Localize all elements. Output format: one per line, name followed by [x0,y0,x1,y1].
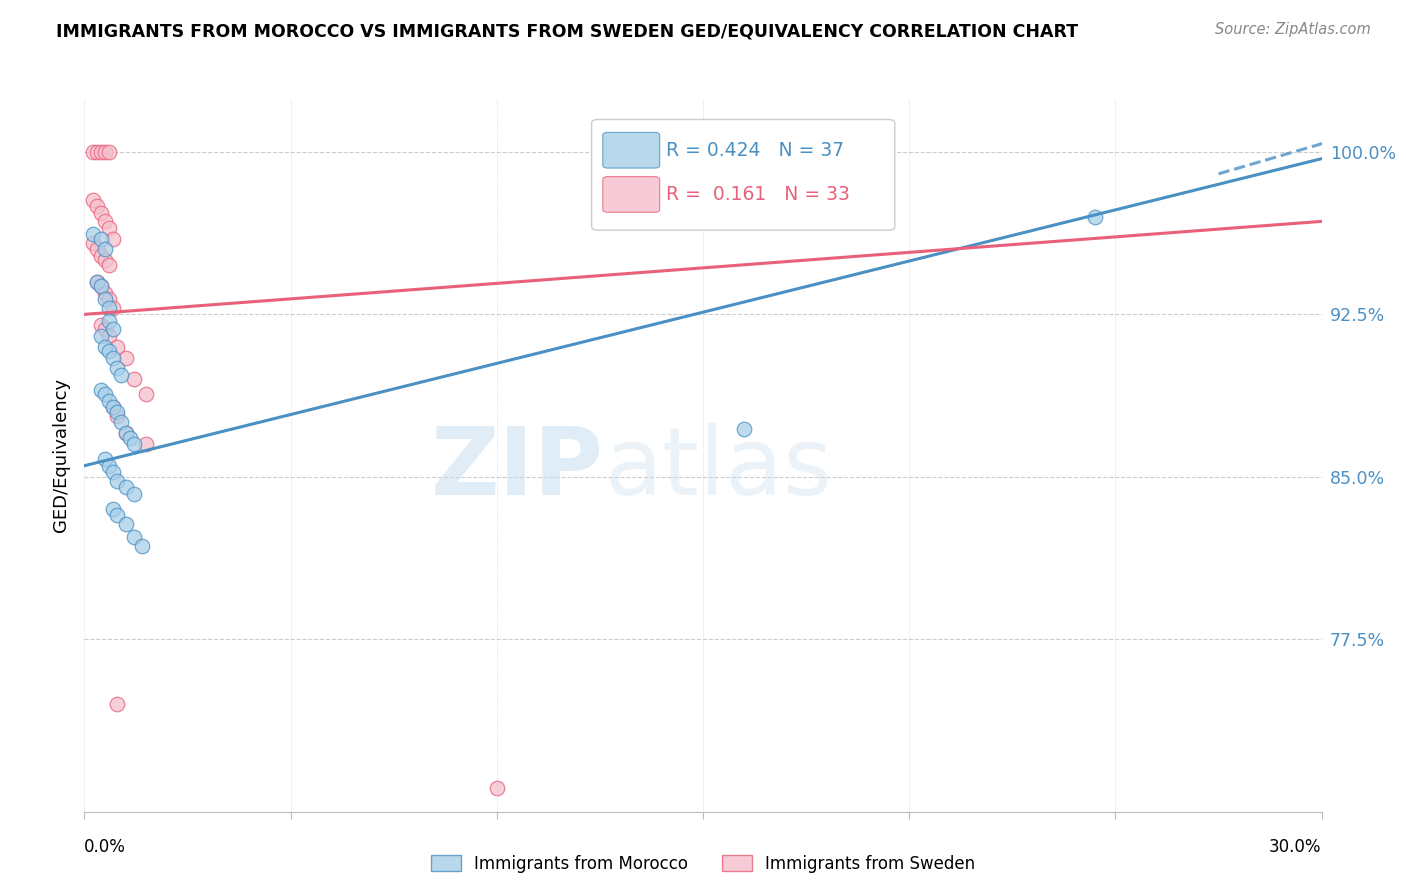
Point [90,329,112,343]
Point [86,275,108,289]
Point [103,351,125,365]
Point [103,401,125,415]
Point [86,145,108,160]
FancyBboxPatch shape [592,120,894,230]
Point [98,145,121,160]
Point [114,517,136,532]
Point [1084,210,1107,224]
Point [105,474,128,488]
Point [98,258,121,272]
Point [105,697,128,711]
Point [94,452,117,467]
Point [98,220,121,235]
Point [94,340,117,354]
FancyBboxPatch shape [603,177,659,212]
Point [94,214,117,228]
Point [98,458,121,473]
Point [94,322,117,336]
Y-axis label: GED/Equivalency: GED/Equivalency [52,378,70,532]
Point [82,235,104,250]
Point [105,409,128,423]
Point [86,243,108,257]
Point [90,279,112,293]
Point [105,340,128,354]
Point [110,416,132,430]
Point [110,368,132,382]
Point [94,387,117,401]
Point [114,426,136,441]
Point [82,145,104,160]
Point [105,405,128,419]
Text: Source: ZipAtlas.com: Source: ZipAtlas.com [1215,22,1371,37]
Text: IMMIGRANTS FROM MOROCCO VS IMMIGRANTS FROM SWEDEN GED/EQUIVALENCY CORRELATION CH: IMMIGRANTS FROM MOROCCO VS IMMIGRANTS FR… [56,22,1078,40]
Point [103,401,125,415]
Point [122,487,145,501]
Point [122,530,145,544]
Point [98,314,121,328]
Point [131,539,153,553]
Point [90,145,112,160]
Point [114,351,136,365]
Point [98,329,121,343]
Point [82,227,104,242]
Point [98,344,121,359]
Point [103,232,125,246]
Legend: Immigrants from Morocco, Immigrants from Sweden: Immigrants from Morocco, Immigrants from… [425,848,981,880]
Point [103,322,125,336]
Point [122,437,145,451]
Text: atlas: atlas [605,423,832,516]
Point [135,387,157,401]
Point [98,393,121,408]
Point [94,145,117,160]
Point [135,437,157,451]
Point [90,279,112,293]
FancyBboxPatch shape [603,132,659,168]
Point [103,465,125,479]
Point [98,292,121,306]
Point [103,502,125,516]
Point [90,318,112,333]
Point [118,431,141,445]
Point [90,249,112,263]
Point [94,285,117,300]
Point [82,193,104,207]
Point [733,422,755,436]
Point [114,480,136,494]
Point [105,361,128,376]
Text: 30.0%: 30.0% [1270,838,1322,855]
Point [103,301,125,315]
Point [90,205,112,219]
Text: ZIP: ZIP [432,423,605,516]
Point [90,232,112,246]
Point [114,426,136,441]
Point [105,508,128,523]
Point [94,243,117,257]
Point [90,383,112,397]
Text: R = 0.424   N = 37: R = 0.424 N = 37 [666,141,844,160]
Point [94,253,117,268]
Text: R =  0.161   N = 33: R = 0.161 N = 33 [666,185,849,204]
Point [86,199,108,213]
Point [94,292,117,306]
Point [485,780,508,795]
Point [122,372,145,386]
Point [98,301,121,315]
Text: 0.0%: 0.0% [84,838,127,855]
Point [86,275,108,289]
